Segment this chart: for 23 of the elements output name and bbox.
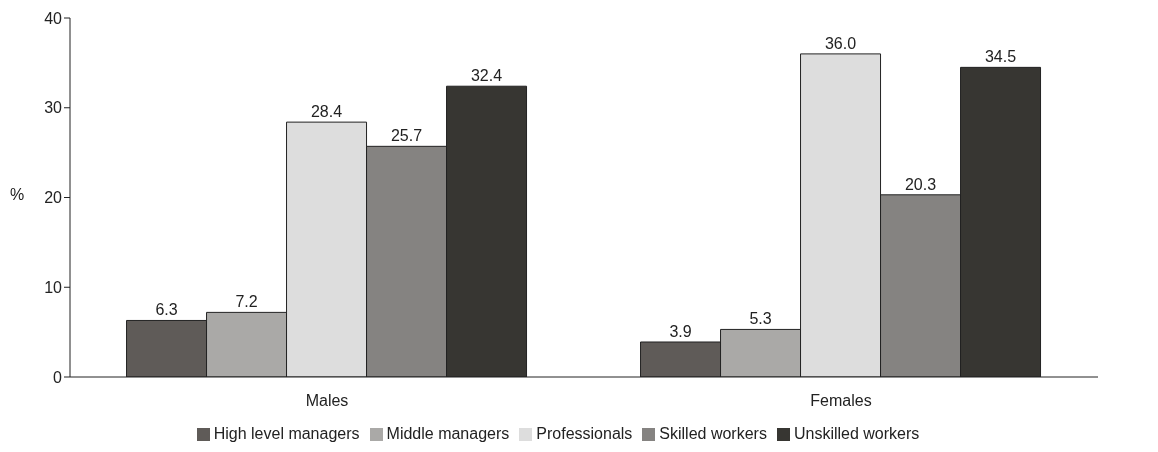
y-tick-label: 20	[44, 189, 63, 207]
legend-label: Middle managers	[386, 425, 510, 442]
text: 28.4	[310, 103, 343, 121]
legend-label: High level managers	[213, 425, 360, 442]
text: 34.5	[984, 48, 1017, 66]
legend-label: Professionals	[536, 425, 633, 442]
text: 7.2	[235, 293, 258, 311]
legend-label: Unskilled workers	[793, 425, 920, 442]
legend-label: Skilled workers	[659, 425, 767, 442]
x-tick-label: Females	[810, 392, 872, 410]
text: 32.4	[470, 67, 503, 85]
y-tick-label: 40	[44, 9, 63, 27]
text: 5.3	[749, 310, 772, 328]
text: 20.3	[904, 175, 937, 193]
y-tick-label: 10	[44, 278, 63, 296]
text: 25.7	[390, 127, 423, 145]
y-axis-title: %	[10, 186, 25, 204]
y-tick-label: 30	[44, 99, 63, 117]
x-tick-label: Males	[305, 392, 349, 410]
text: 3.9	[669, 323, 692, 340]
text: 36.0	[824, 34, 857, 52]
y-tick-label: 0	[53, 368, 63, 386]
text: 6.3	[155, 301, 178, 319]
